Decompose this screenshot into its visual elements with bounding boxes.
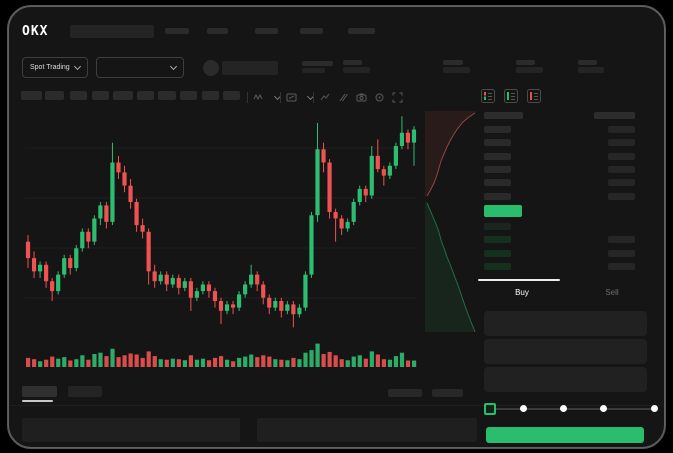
slider-stop-25pct[interactable] [520, 405, 527, 412]
stat-label-1 [343, 60, 362, 65]
price-placeholder [484, 263, 511, 270]
orderbook-bids-icon[interactable] [504, 89, 518, 103]
bottom-tab-orders[interactable] [22, 386, 57, 397]
stat-value-4 [578, 67, 604, 73]
divider [10, 405, 662, 406]
orderbook-combined-icon[interactable] [481, 89, 495, 103]
amount-placeholder [608, 179, 635, 186]
bottom-action-1[interactable] [388, 389, 422, 397]
price-placeholder [484, 153, 511, 160]
coin-icon [203, 60, 219, 76]
price-placeholder [484, 236, 511, 243]
nav-item-4[interactable] [300, 28, 323, 34]
price-placeholder [484, 126, 511, 133]
timeframe-button[interactable] [158, 91, 176, 100]
positions-table-placeholder [257, 418, 477, 442]
line-chart-icon[interactable] [320, 92, 331, 103]
timeframe-button[interactable] [45, 91, 64, 100]
orders-table-placeholder [22, 418, 240, 442]
slider-stop-75pct[interactable] [600, 405, 607, 412]
timeframe-button[interactable] [21, 91, 42, 100]
fullscreen-icon[interactable] [392, 92, 403, 103]
nav-item-3[interactable] [255, 28, 278, 34]
bottom-active-tab-underline [22, 400, 53, 402]
tab-sell[interactable]: Sell [605, 288, 619, 297]
amount-placeholder [608, 250, 635, 257]
stat-label-2 [443, 60, 463, 65]
ticker-price-placeholder [302, 61, 333, 66]
chevron-down-icon [169, 62, 178, 71]
price-placeholder [484, 179, 511, 186]
ticker-subprice-placeholder [302, 68, 325, 73]
amount-placeholder [608, 139, 635, 146]
timeframe-button[interactable] [70, 91, 87, 100]
pair-name-placeholder [222, 61, 278, 75]
amount-placeholder [608, 263, 635, 270]
active-tab-indicator [478, 279, 560, 281]
timeframe-button[interactable] [92, 91, 109, 100]
bottom-tab-history[interactable] [68, 386, 102, 397]
amount-placeholder [608, 166, 635, 173]
tab-buy[interactable]: Buy [515, 288, 529, 297]
timeframe-button[interactable] [113, 91, 133, 100]
price-input[interactable] [484, 311, 647, 336]
stat-value-2 [443, 67, 470, 73]
header-search-placeholder[interactable] [70, 25, 154, 38]
orderbook-asks-icon[interactable] [527, 89, 541, 103]
compare-icon[interactable] [338, 92, 349, 103]
price-placeholder [484, 139, 511, 146]
chevron-down-icon [73, 62, 82, 71]
indicators-icon[interactable] [286, 92, 297, 103]
price-placeholder [484, 193, 511, 200]
amount-placeholder [608, 193, 635, 200]
nav-item-5[interactable] [348, 28, 375, 34]
candle-style-icon[interactable] [253, 92, 264, 103]
timeframe-button[interactable] [202, 91, 219, 100]
stat-label-4 [578, 60, 597, 65]
amount-input[interactable] [484, 339, 647, 364]
total-input[interactable] [484, 367, 647, 392]
amount-slider-track[interactable] [488, 408, 656, 410]
settings-icon[interactable] [374, 92, 385, 103]
slider-stop-50pct[interactable] [560, 405, 567, 412]
timeframe-button[interactable] [223, 91, 240, 100]
stat-label-3 [516, 60, 535, 65]
volume-histogram [26, 343, 417, 367]
amount-placeholder [608, 126, 635, 133]
price-placeholder [484, 223, 511, 230]
orderbook-header-amount [594, 112, 635, 119]
market-type-dropdown[interactable]: Spot Trading [22, 57, 88, 78]
timeframe-button[interactable] [137, 91, 154, 100]
orderbook-header-price [484, 112, 523, 119]
camera-icon[interactable] [356, 92, 367, 103]
nav-item-1[interactable] [165, 28, 189, 34]
amount-placeholder [608, 153, 635, 160]
market-type-label: Spot Trading [30, 64, 70, 71]
slider-handle-0pct[interactable] [484, 403, 496, 415]
nav-item-2[interactable] [207, 28, 228, 34]
bottom-action-2[interactable] [432, 389, 463, 397]
price-placeholder [484, 166, 511, 173]
timeframe-button[interactable] [180, 91, 197, 100]
candlestick-chart[interactable] [25, 113, 417, 334]
stat-value-3 [516, 67, 543, 73]
okx-logo[interactable]: OKX [22, 24, 49, 39]
buy-button[interactable] [486, 427, 644, 443]
slider-stop-100pct[interactable] [651, 405, 658, 412]
stat-value-1 [343, 67, 370, 73]
depth-chart [425, 111, 477, 332]
orderbook-last-price[interactable] [484, 205, 522, 217]
pair-selector-dropdown[interactable] [96, 57, 184, 78]
amount-placeholder [608, 236, 635, 243]
price-placeholder [484, 250, 511, 257]
